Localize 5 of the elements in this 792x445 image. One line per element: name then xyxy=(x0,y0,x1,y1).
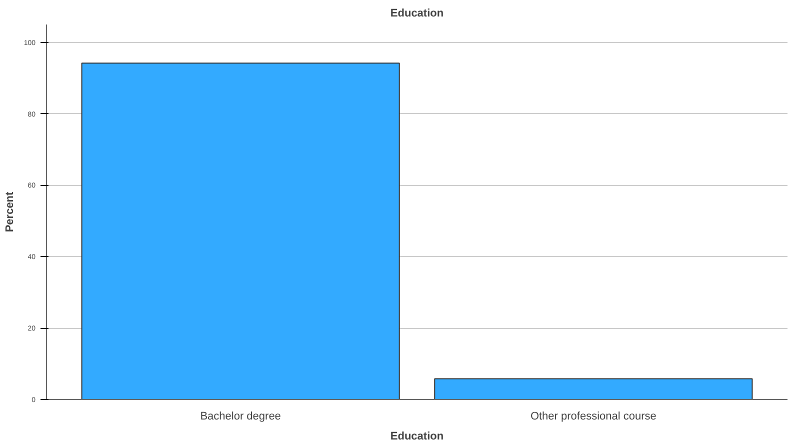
chart-title: Education xyxy=(390,8,444,20)
y-axis-title: Percent xyxy=(4,191,16,232)
x-axis-title: Education xyxy=(390,430,444,442)
x-tick-label: Other professional course xyxy=(530,410,656,422)
x-tick-label: Bachelor degree xyxy=(200,410,281,422)
